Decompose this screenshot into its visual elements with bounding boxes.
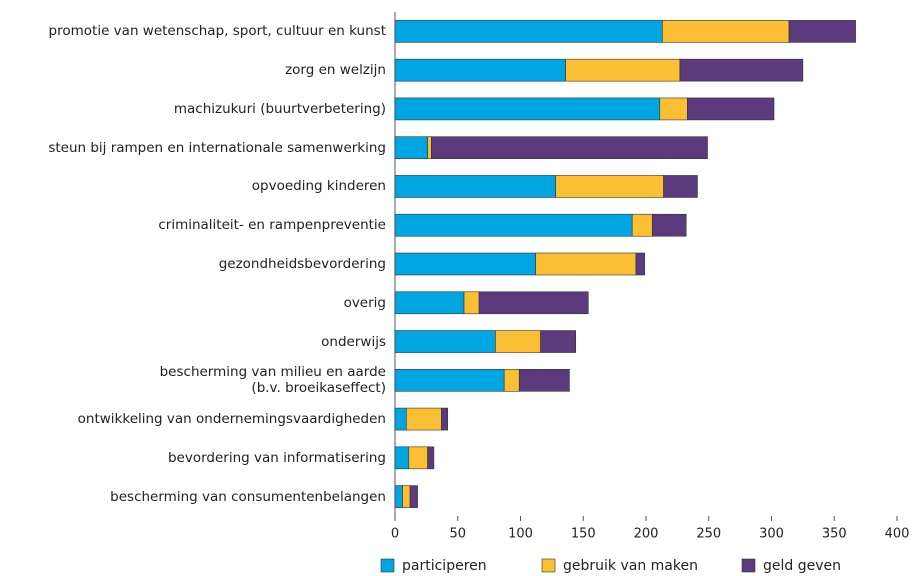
x-tick-label: 100 xyxy=(508,527,533,542)
bar-segment xyxy=(463,291,480,315)
bar-segment xyxy=(394,446,410,470)
category-label: promotie van wetenschap, sport, cultuur … xyxy=(48,23,386,40)
bar-segment xyxy=(427,136,432,159)
bar-segment xyxy=(394,213,633,237)
category-label: overig xyxy=(343,294,386,311)
bar-segment xyxy=(631,213,653,237)
bar-segment xyxy=(687,97,775,121)
bar-segment xyxy=(663,175,698,198)
category-label: machizukuri (buurtverbetering) xyxy=(173,100,386,117)
category-label: bevordering van informatisering xyxy=(167,449,386,466)
x-tick-label: 150 xyxy=(571,527,596,542)
bar-segment xyxy=(540,330,577,353)
category-label: onderwijs xyxy=(321,333,386,350)
category-label: bescherming van consumentenbelangen xyxy=(110,488,386,505)
bar-segment xyxy=(478,291,589,315)
category-label: criminaliteit- en rampenpreventie xyxy=(158,217,386,234)
category-label: bescherming van milieu en aarde (b.v. br… xyxy=(159,364,386,397)
bar-segment xyxy=(651,213,687,237)
category-label: steun bij rampen en internationale samen… xyxy=(48,139,386,156)
bar-segment xyxy=(394,58,566,82)
legend-swatch xyxy=(380,558,395,573)
bar-segment xyxy=(788,20,856,43)
x-tick-label: 0 xyxy=(391,527,399,542)
bar-segment xyxy=(402,485,411,508)
bar-segment xyxy=(409,485,418,508)
bar-segment xyxy=(635,252,646,276)
legend-label: gebruik van maken xyxy=(563,558,698,574)
bar-segment xyxy=(535,252,637,276)
category-label: gezondheidsbevordering xyxy=(218,256,386,272)
bar-segment xyxy=(441,407,449,431)
x-tick-label: 350 xyxy=(822,527,847,542)
legend-label: participeren xyxy=(402,558,487,574)
x-tick-label: 250 xyxy=(696,527,721,542)
x-tick-label: 300 xyxy=(759,527,784,542)
bar-segment xyxy=(394,252,536,276)
bar-segment xyxy=(394,291,465,315)
bar-segment xyxy=(565,58,681,82)
bar-segment xyxy=(394,97,661,121)
bar-segment xyxy=(555,175,664,198)
bar-segment xyxy=(679,58,804,82)
bar-segment xyxy=(394,485,403,508)
bar-segment xyxy=(662,20,790,43)
category-label: opvoeding kinderen xyxy=(251,178,386,195)
x-tick-label: 50 xyxy=(449,527,466,542)
x-tick-label: 400 xyxy=(885,527,910,542)
category-label: ontwikkeling van ondernemingsvaardighede… xyxy=(77,411,386,428)
bar-segment xyxy=(518,369,570,392)
bar-segment xyxy=(394,136,428,159)
bar-segment xyxy=(394,407,407,431)
legend-swatch xyxy=(741,558,756,573)
category-label: zorg en welzijn xyxy=(285,62,386,79)
x-tick-label: 200 xyxy=(634,527,659,542)
bar-segment xyxy=(659,97,688,121)
bar-segment xyxy=(431,136,708,159)
bar-segment xyxy=(408,446,428,470)
bar-segment xyxy=(394,369,505,392)
bar-segment xyxy=(394,330,496,353)
bar-segment xyxy=(394,20,663,43)
bar-segment xyxy=(503,369,520,392)
legend-label: geld geven xyxy=(763,558,841,574)
bar-segment xyxy=(495,330,541,353)
legend-swatch xyxy=(541,558,556,573)
bar-segment xyxy=(427,446,435,470)
bar-segment xyxy=(405,407,442,431)
bar-segment xyxy=(394,175,556,198)
